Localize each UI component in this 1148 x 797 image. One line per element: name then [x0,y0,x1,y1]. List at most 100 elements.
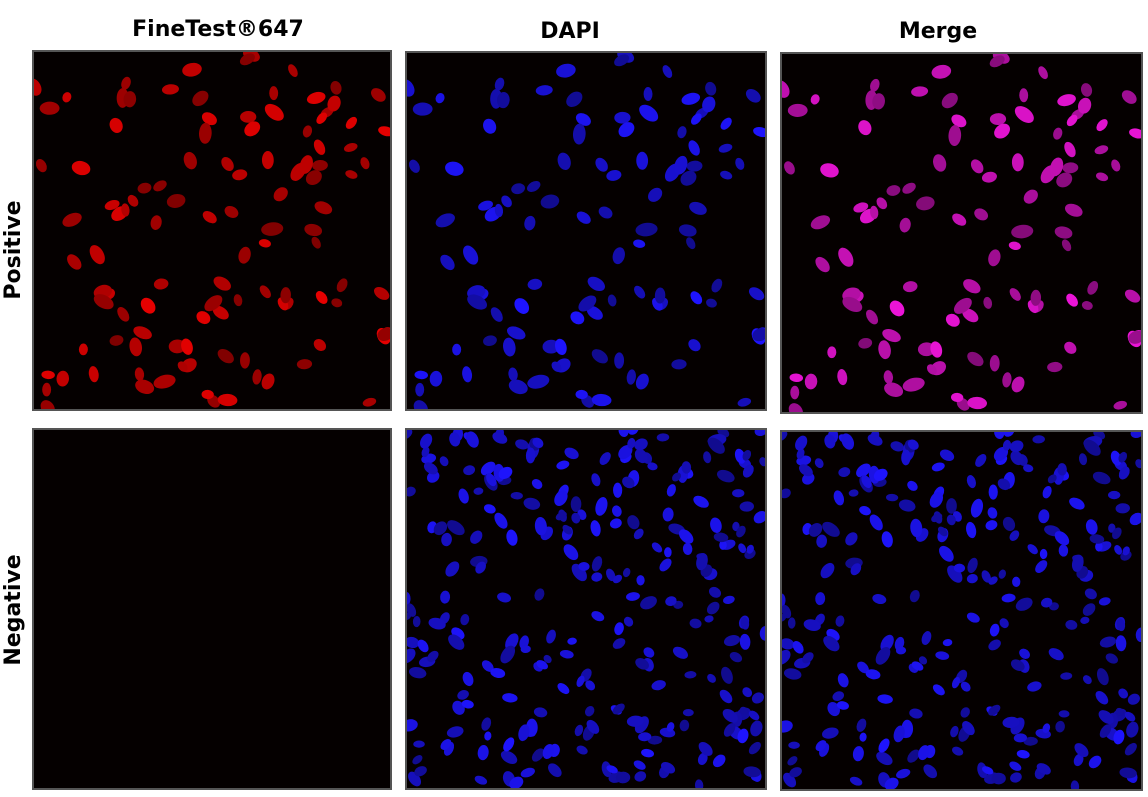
nucleus [526,180,541,193]
nucleus [962,308,979,323]
nucleus [950,392,964,403]
nucleus [280,287,291,304]
nucleus [865,669,881,680]
image-border [780,430,1143,791]
nucleus [799,464,813,477]
nucleus [907,480,918,491]
nucleus [1039,548,1048,560]
panels [32,50,1143,791]
nucleus [109,335,124,346]
nucleus [412,755,423,765]
nucleus [866,309,879,325]
nucleus [345,170,358,179]
nucleus [1060,672,1073,680]
nucleus [121,203,130,217]
nucleus [240,111,257,123]
nucleus [1048,648,1064,661]
nucleus [417,639,429,653]
nucleus [1074,743,1089,758]
nucleus [542,744,555,759]
nucleus [412,615,421,628]
nucleus [876,751,893,766]
nucleus [575,389,588,400]
nucleus [804,373,818,390]
nucleus [313,139,326,155]
nucleus [564,447,579,460]
nucleus [977,762,988,779]
nucleus [633,528,644,540]
nucleus [196,311,211,325]
nucleus [543,654,552,664]
nucleus [966,612,980,623]
nucleus [822,521,840,537]
nucleus [233,294,243,307]
nucleus [313,338,327,352]
nucleus [93,294,114,310]
nucleus [574,724,584,737]
nucleus [183,151,197,170]
nucleus [719,689,733,704]
nucleus [827,702,840,717]
nucleus [261,373,275,390]
nucleus [483,335,497,346]
nucleus [1115,503,1130,514]
nucleus [1013,733,1027,743]
nucleus [153,180,167,192]
nucleus [556,460,570,470]
nucleus [62,92,72,103]
nucleus [1119,767,1137,779]
nucleus [787,103,808,117]
nucleus [748,287,765,301]
nucleus [672,472,681,482]
nucleus [269,86,279,101]
nucleus [181,338,193,355]
nucleus [591,556,603,572]
nucleus [78,343,88,356]
nucleus [941,92,958,109]
image-background [32,428,392,790]
nucleus [406,603,417,617]
nucleus [835,615,845,627]
nucleus [787,756,798,766]
nucleus [721,666,733,684]
nucleus [635,222,658,237]
nucleus [362,397,377,407]
nucleus [739,633,751,650]
nucleus [1057,463,1067,476]
nucleus [370,88,386,102]
nucleus [473,487,484,495]
nucleus [780,488,791,499]
nucleus [706,298,717,308]
nucleus [595,496,608,516]
nucleus [213,276,231,291]
nucleus [435,213,455,228]
nucleus [595,157,608,172]
nucleus [1049,157,1064,177]
nucleus [627,437,636,449]
nucleus [405,648,416,664]
nucleus [859,506,871,516]
nucleus [693,495,709,508]
nucleus [511,183,526,195]
nucleus [478,200,493,211]
nucleus [998,569,1007,579]
nucleus [853,202,869,213]
nucleus [997,478,1011,491]
nucleus [494,203,504,218]
nucleus [523,497,541,510]
nucleus [557,683,570,695]
nucleus [1110,450,1122,466]
nucleus [750,720,763,737]
nucleus [1129,128,1143,139]
nucleus [841,433,855,450]
nucleus [708,586,722,598]
nucleus [880,634,894,652]
nucleus [681,92,701,105]
nucleus [939,545,954,562]
nucleus [1071,554,1084,572]
nucleus [780,638,795,650]
nucleus [784,161,795,175]
nucleus [788,741,800,749]
nucleus [1058,710,1070,718]
